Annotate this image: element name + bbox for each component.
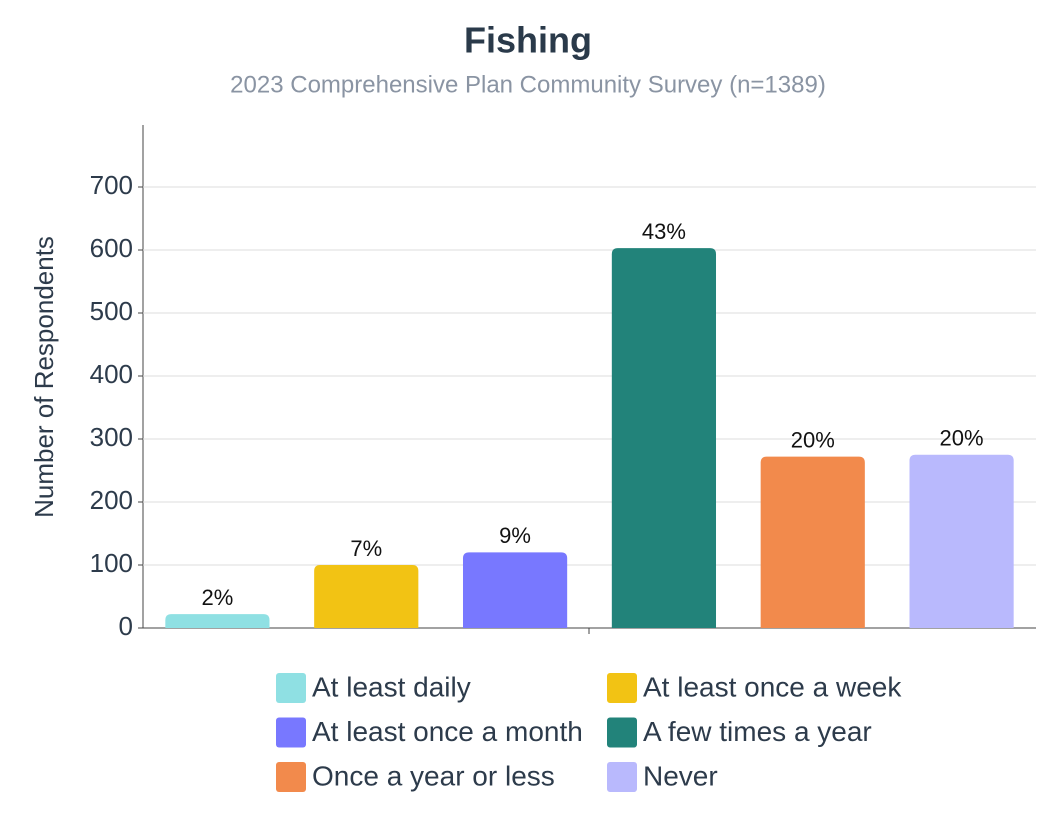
y-axis-title: Number of Respondents bbox=[29, 236, 59, 518]
y-tick-label: 500 bbox=[90, 296, 133, 326]
legend-swatch bbox=[276, 717, 306, 748]
chart-subtitle: 2023 Comprehensive Plan Community Survey… bbox=[230, 71, 826, 98]
bar bbox=[314, 565, 419, 628]
legend-swatch bbox=[276, 673, 306, 703]
legend-swatch bbox=[607, 717, 637, 748]
legend-label: A few times a year bbox=[643, 716, 872, 747]
data-label: 20% bbox=[940, 426, 984, 451]
legend-swatch bbox=[607, 673, 637, 703]
y-tick-label: 700 bbox=[90, 170, 133, 200]
legend-swatch bbox=[276, 762, 306, 792]
bar bbox=[909, 454, 1014, 628]
legend-label: Once a year or less bbox=[312, 760, 555, 791]
bar bbox=[462, 552, 568, 628]
legend-label: At least once a month bbox=[312, 716, 583, 747]
y-tick-label: 200 bbox=[90, 485, 133, 515]
y-tick-label: 0 bbox=[119, 611, 133, 641]
data-label: 2% bbox=[202, 585, 234, 610]
data-label: 9% bbox=[499, 523, 531, 548]
legend-label: At least daily bbox=[312, 671, 471, 702]
y-tick-label: 100 bbox=[90, 548, 133, 578]
bar bbox=[165, 614, 270, 628]
bar bbox=[760, 456, 865, 628]
chart-title: Fishing bbox=[464, 20, 592, 61]
y-tick-label: 600 bbox=[90, 233, 133, 263]
y-tick-label: 300 bbox=[90, 422, 133, 452]
data-label: 7% bbox=[350, 536, 382, 561]
data-label: 43% bbox=[642, 219, 686, 244]
y-tick-label: 400 bbox=[90, 359, 133, 389]
bar bbox=[611, 248, 717, 629]
data-label: 20% bbox=[791, 427, 835, 452]
legend-label: At least once a week bbox=[643, 671, 902, 702]
legend-label: Never bbox=[643, 760, 718, 791]
legend-swatch bbox=[607, 762, 637, 792]
